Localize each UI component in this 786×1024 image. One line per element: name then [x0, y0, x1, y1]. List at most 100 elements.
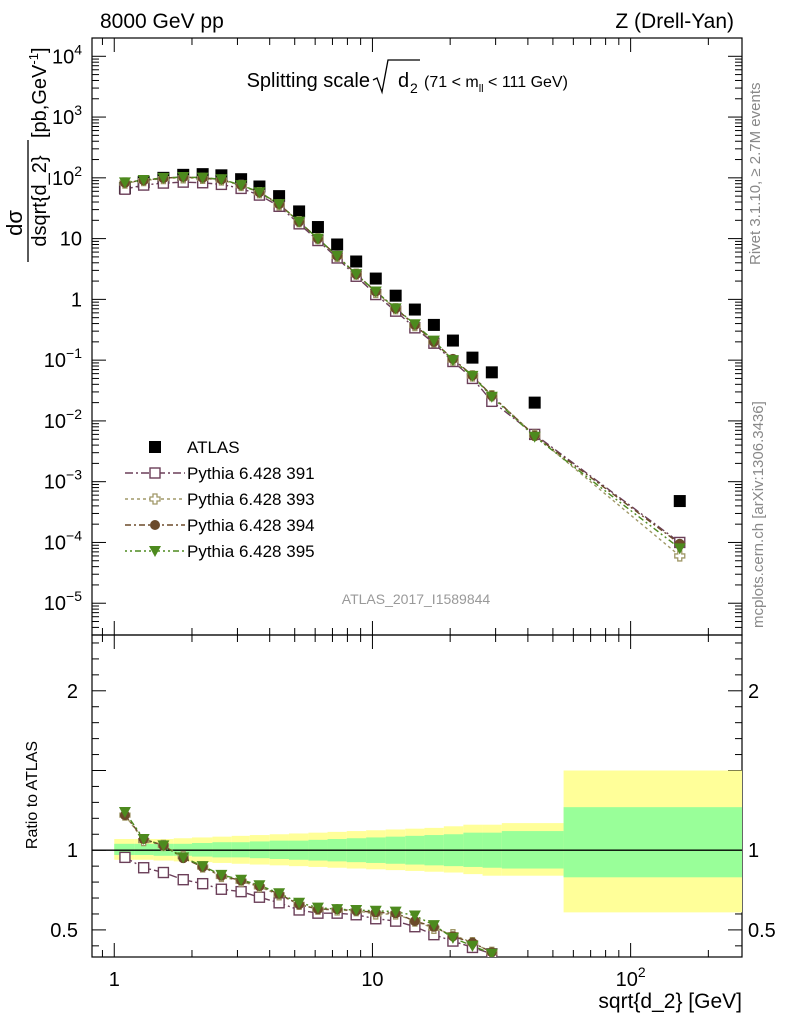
- y-tick-label: 104: [52, 41, 82, 68]
- ratio-data: [92, 770, 742, 957]
- sqrt-symbol: [372, 59, 420, 95]
- band-stat: [563, 807, 742, 878]
- data-point-atlas: [293, 205, 306, 218]
- legend-marker: [149, 546, 161, 557]
- ratio-point: [215, 883, 228, 895]
- data-point-pythia: [408, 319, 421, 331]
- ratio-point: [369, 905, 382, 917]
- data-point-pythia: [311, 233, 324, 245]
- analysis-label: ATLAS_2017_I1589844: [342, 591, 491, 607]
- data-point-pythia: [293, 216, 306, 228]
- data-point-pythia: [389, 303, 402, 315]
- data-point-atlas: [408, 303, 421, 316]
- data-point-atlas: [369, 272, 382, 285]
- ratio-point: [311, 902, 324, 914]
- main-title: Splitting scale d 2 (71 < mll < 111 GeV): [247, 59, 568, 96]
- series-line: [124, 176, 681, 549]
- ratio-point: [196, 861, 209, 873]
- title-symbol: d: [398, 70, 409, 92]
- x-axis-label: sqrt{d_2} [GeV]: [598, 990, 742, 1013]
- ratio-y-tick-label: 1: [67, 840, 78, 862]
- data-point-pythia: [215, 174, 228, 186]
- ylabel-bottom: dsqrt{d_2}: [29, 155, 51, 247]
- y-tick-label: 10−1: [44, 345, 82, 372]
- legend-marker: [150, 520, 160, 530]
- data-point-pythia: [137, 175, 150, 187]
- ratio-point: [137, 862, 150, 874]
- data-point-pythia: [369, 286, 382, 298]
- data-point-pythia: [466, 370, 479, 382]
- data-point-atlas: [311, 221, 324, 234]
- ratio-point: [293, 897, 306, 909]
- band-stat: [134, 843, 154, 855]
- legend-marker: [149, 441, 161, 453]
- data-point-pythia: [528, 431, 541, 443]
- ratio-point: [196, 877, 209, 890]
- series-line: [124, 176, 681, 545]
- legend-label: Pythia 6.428 394: [187, 516, 315, 535]
- title-range-sub: ll: [479, 83, 484, 95]
- data-point-pythia: [273, 199, 286, 211]
- ylabel-unit-text: [pb,GeV: [29, 64, 51, 138]
- title-subscript: 2: [410, 80, 418, 96]
- data-point-pythia: [427, 335, 440, 347]
- mcplots-label: mcplots.cern.ch [arXiv:1306.3436]: [750, 401, 767, 628]
- ratio-point: [273, 888, 286, 900]
- data-point-pythia: [253, 187, 266, 199]
- data-point-pythia: [196, 172, 209, 184]
- ratio-plot: 1 10 102 0.5 0.5 1 1 2 2: [50, 634, 776, 991]
- data-point-atlas: [350, 255, 363, 268]
- ratio-y-tick-label-right: 1: [748, 840, 759, 862]
- data-point-atlas: [331, 238, 344, 251]
- ratio-point: [157, 866, 170, 879]
- ratio-point: [215, 869, 228, 881]
- data-point-pythia: [446, 355, 459, 367]
- main-plot: 10−5 10−4 10−3 10−2 10−1 1 10 102 103 104: [44, 37, 743, 636]
- rivet-label: Rivet 3.1.10, ≥ 2.7M events: [747, 83, 764, 266]
- x-tick-label: 102: [616, 964, 646, 991]
- y-tick-label: 10−3: [44, 467, 82, 494]
- ratio-point: [389, 906, 402, 918]
- y-tick-label: 1: [71, 289, 82, 311]
- x-tick-label: 10: [361, 969, 383, 991]
- ratio-point: [331, 904, 344, 916]
- data-point-pythia: [350, 269, 363, 281]
- legend-label: Pythia 6.428 395: [187, 542, 315, 561]
- ratio-y-tick-label-right: 0.5: [748, 920, 776, 942]
- y-tick-label: 103: [52, 102, 82, 129]
- ratio-point: [177, 873, 189, 886]
- band-stat: [114, 843, 135, 855]
- data-point-atlas: [427, 318, 440, 331]
- ratio-point: [157, 840, 170, 852]
- y-tick-label: 10: [60, 229, 82, 251]
- ylabel-unit-sup: -1: [26, 53, 41, 65]
- legend-label: ATLAS: [187, 438, 240, 457]
- y-tick-label: 10−4: [44, 527, 82, 554]
- data-point-pythia: [673, 543, 686, 555]
- data-point-pythia: [177, 172, 190, 184]
- ratio-y-tick-label: 0.5: [50, 920, 78, 942]
- ylabel-unit-end: ]: [29, 47, 51, 53]
- legend-label: Pythia 6.428 393: [187, 490, 315, 509]
- data-point-atlas: [485, 366, 498, 379]
- ylabel-unit: [pb,GeV-1]: [26, 47, 51, 138]
- legend-label: Pythia 6.428 391: [187, 464, 315, 483]
- y-axis-label: dσ dsqrt{d_2} [pb,GeV-1]: [2, 47, 51, 262]
- ratio-point: [137, 834, 150, 846]
- x-tick-label: 1: [109, 969, 120, 991]
- data-point-pythia: [485, 391, 498, 403]
- ratio-point: [235, 885, 247, 898]
- ratio-point: [408, 910, 421, 922]
- data-point-atlas: [446, 334, 459, 347]
- series-line: [124, 181, 681, 544]
- data-point-atlas: [389, 289, 402, 302]
- legend: ATLAS Pythia 6.428 391 Pythia 6.428 393 Pyt…: [125, 438, 315, 561]
- ratio-point: [427, 920, 440, 932]
- data-point-pythia: [674, 550, 686, 562]
- legend-marker: [149, 467, 161, 479]
- data-point-atlas: [466, 351, 479, 364]
- ratio-point: [485, 948, 498, 957]
- ratio-point: [446, 932, 459, 944]
- data-point-pythia: [331, 250, 344, 262]
